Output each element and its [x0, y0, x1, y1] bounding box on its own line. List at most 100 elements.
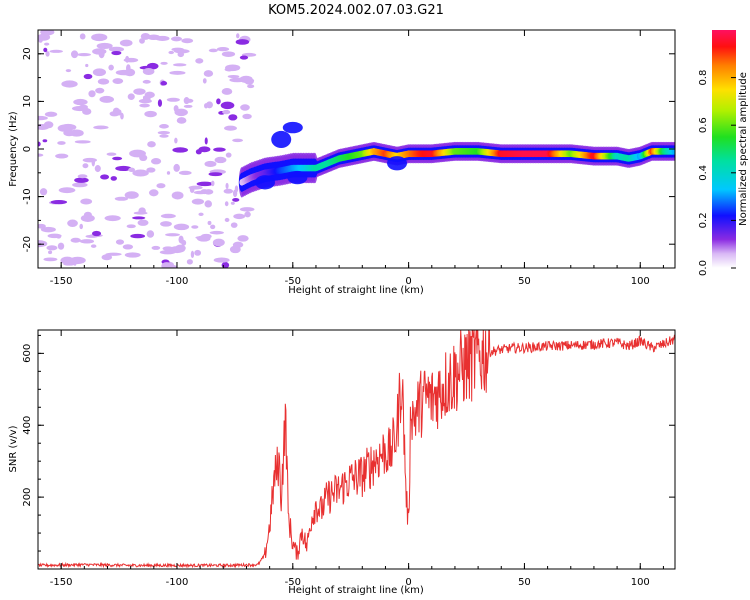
noise-blob: [91, 33, 108, 42]
noise-blob: [115, 239, 125, 245]
trace-blob: [271, 130, 292, 149]
noise-blob: [83, 211, 92, 218]
noise-blob: [126, 64, 131, 72]
x-tick-label: -50: [285, 276, 301, 287]
noise-blob: [191, 225, 199, 229]
noise-blob: [91, 230, 102, 237]
noise-blob: [224, 201, 229, 207]
noise-blob: [133, 88, 146, 95]
x-tick-label: -150: [50, 276, 73, 287]
noise-blob: [229, 77, 246, 83]
noise-blob: [221, 51, 236, 57]
noise-blob: [39, 188, 48, 196]
y-tick-label: -10: [22, 188, 33, 204]
noise-blob: [47, 233, 62, 239]
noise-blob: [92, 48, 107, 55]
noise-blob: [43, 257, 58, 262]
noise-blob: [204, 160, 217, 168]
noise-blob: [38, 115, 48, 121]
noise-blob: [57, 242, 65, 250]
x-tick-label: 100: [631, 577, 650, 588]
noise-blob: [57, 141, 66, 145]
noise-blob: [72, 182, 88, 188]
noise-blob: [106, 152, 117, 156]
noise-blob: [132, 169, 149, 177]
noise-blob: [92, 68, 107, 77]
noise-blob: [83, 73, 93, 80]
noise-blob: [38, 223, 46, 229]
noise-blob: [159, 134, 169, 138]
noise-blob: [77, 174, 88, 179]
noise-blob: [63, 129, 75, 137]
trace-core: [671, 148, 675, 155]
noise-blob: [115, 109, 122, 116]
noise-blob: [222, 109, 231, 115]
noise-blob: [138, 207, 146, 215]
noise-blob: [129, 149, 146, 158]
noise-blob: [88, 90, 96, 98]
noise-blob: [233, 213, 246, 220]
noise-blob: [128, 167, 136, 172]
x-tick-label: 100: [631, 276, 650, 287]
noise-blob: [58, 187, 76, 194]
snr-axes: -150 -100 -50 0 50 100 200 400 600: [22, 330, 675, 588]
noise-blob: [159, 124, 169, 129]
noise-blob: [142, 68, 155, 75]
noise-blob: [146, 230, 155, 238]
noise-blob: [224, 67, 234, 72]
noise-blob: [196, 181, 214, 187]
colorbar-tick-label: 0.6: [698, 117, 709, 133]
noise-blob: [170, 36, 183, 42]
noise-blob: [247, 84, 255, 89]
noise-blob: [240, 104, 250, 111]
noise-blob: [132, 216, 146, 220]
spectrogram-xlabel: Height of straight line (km): [288, 285, 424, 296]
noise-blob: [155, 35, 170, 41]
noise-blob: [195, 236, 208, 240]
noise-blob: [174, 108, 188, 117]
noise-blob: [224, 217, 230, 223]
noise-blob: [198, 212, 204, 217]
noise-blob: [79, 223, 84, 230]
noise-blob: [160, 81, 168, 86]
noise-blob: [213, 257, 230, 263]
noise-blob: [85, 63, 89, 68]
noise-blob: [174, 137, 178, 144]
colorbar: 0.0 0.2 0.4 0.6 0.8 Normalized spectral ampl…: [698, 30, 749, 276]
noise-blob: [122, 244, 134, 250]
noise-blob: [156, 183, 166, 189]
noise-blob: [42, 139, 48, 143]
noise-blob: [125, 55, 130, 63]
noise-blob: [112, 78, 124, 84]
snr-plot: [38, 330, 675, 569]
snr-line: [38, 330, 675, 569]
noise-blob: [80, 198, 93, 205]
noise-blob: [227, 74, 240, 79]
noise-blob: [237, 235, 249, 242]
noise-blob: [100, 174, 110, 180]
noise-blob: [225, 182, 229, 189]
noise-blob: [216, 47, 230, 52]
noise-blob: [232, 138, 244, 143]
noise-blob: [93, 125, 109, 130]
x-tick-label: -50: [285, 577, 301, 588]
noise-blob: [242, 113, 252, 120]
noise-blob: [126, 224, 136, 229]
noise-blob: [91, 158, 96, 167]
noise-blob: [165, 233, 180, 237]
noise-blob: [111, 50, 122, 56]
noise-blob: [74, 140, 91, 144]
x-tick-label: 0: [405, 276, 411, 287]
noise-blob: [65, 69, 72, 73]
x-tick-label: 50: [518, 577, 531, 588]
noise-blob: [244, 211, 251, 218]
noise-blob: [50, 200, 68, 205]
noise-blob: [74, 177, 89, 183]
noise-blob: [190, 250, 195, 259]
y-tick-label: 200: [22, 488, 33, 507]
snr-ylabel: SNR (v/v): [8, 425, 19, 472]
noise-blob: [130, 233, 146, 239]
noise-blob: [55, 155, 68, 159]
